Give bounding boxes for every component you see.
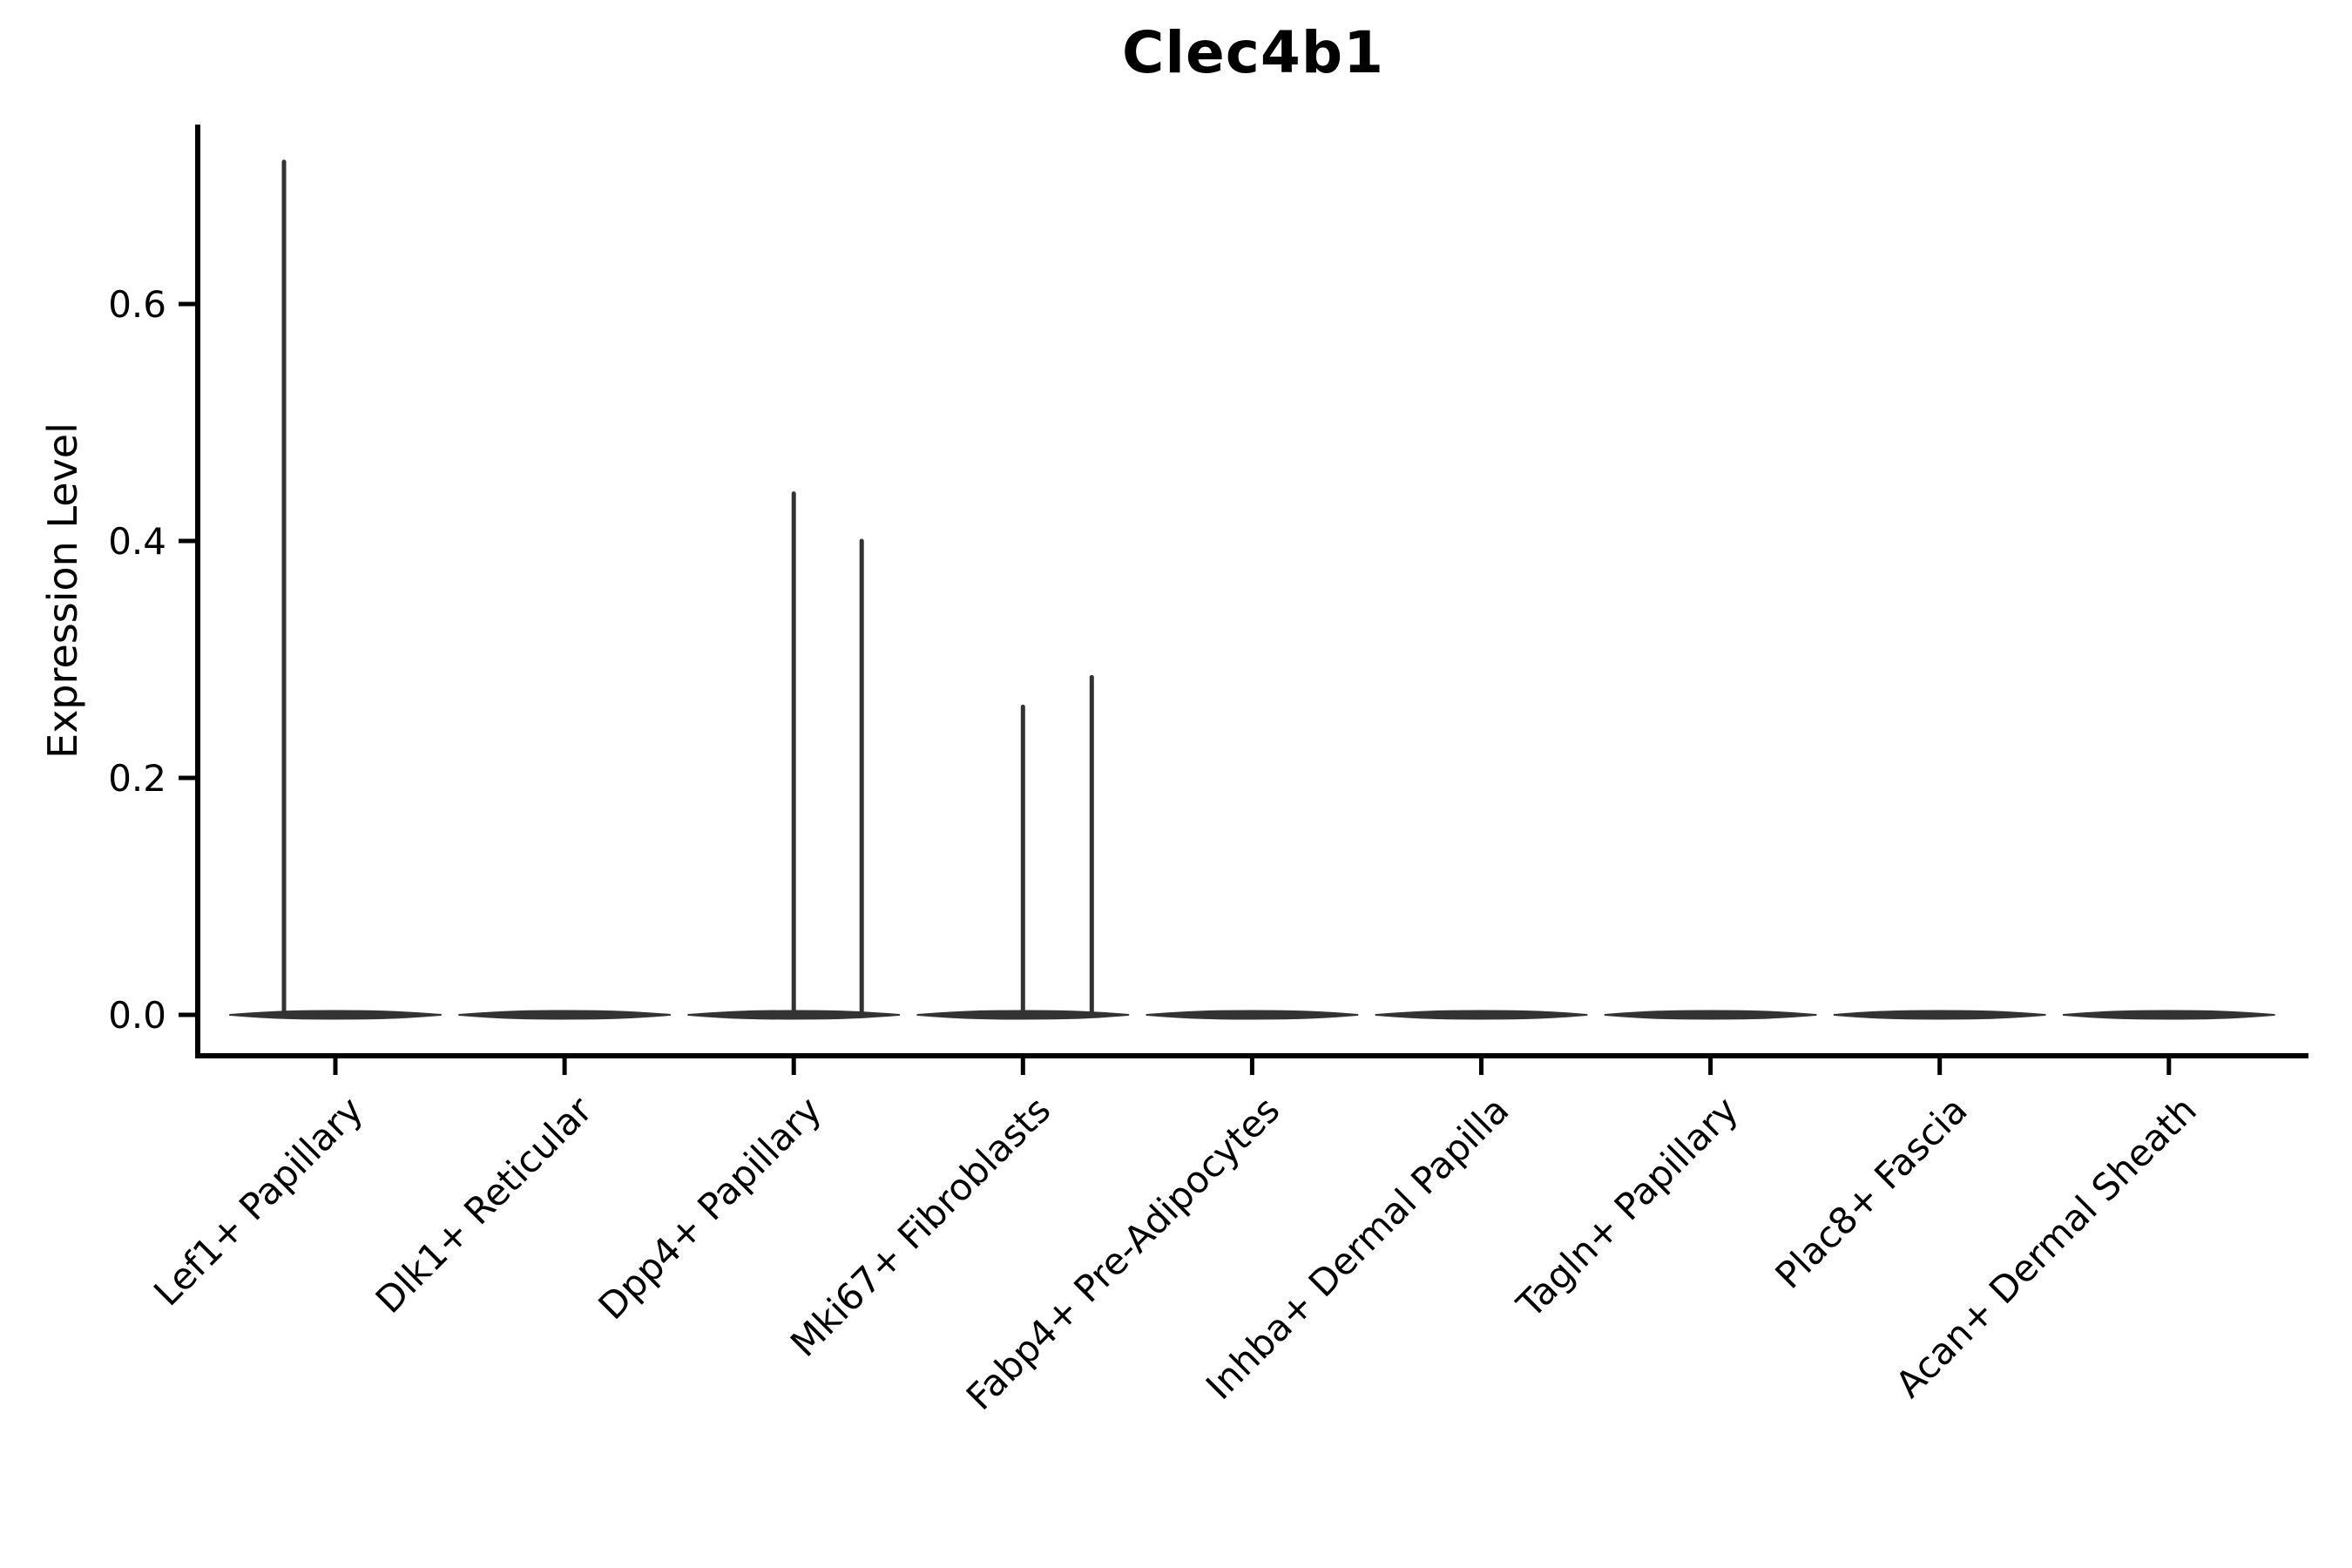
x-tick-label-group: Lef1+ Papillary — [145, 1088, 371, 1314]
y-tick-label: 0.6 — [108, 283, 166, 326]
violin-body — [1604, 1010, 1817, 1020]
y-tick-label: 0.0 — [108, 994, 166, 1037]
y-tick-label: 0.2 — [108, 757, 166, 800]
y-tick-label: 0.4 — [108, 520, 166, 563]
violin-body — [229, 1010, 442, 1020]
x-tick-label: Tagln+ Papillary — [1508, 1088, 1746, 1326]
violin-body — [1375, 1010, 1588, 1020]
x-tick-label-group: Dlk1+ Reticular — [368, 1088, 601, 1321]
x-tick-label-group: Tagln+ Papillary — [1508, 1088, 1746, 1326]
violin-body — [1833, 1010, 2046, 1020]
violin-body — [1146, 1010, 1359, 1020]
x-tick-label-group: Dpp4+ Papillary — [590, 1088, 829, 1328]
violin-body — [2062, 1010, 2275, 1020]
axis-spines — [195, 125, 2308, 1058]
x-tick-label: Lef1+ Papillary — [145, 1088, 371, 1314]
violin-body — [458, 1010, 672, 1020]
x-tick-label-group: Mki67+ Fibroblasts — [782, 1088, 1058, 1364]
x-tick-label: Dlk1+ Reticular — [368, 1088, 601, 1321]
x-tick-label: Dpp4+ Papillary — [590, 1088, 829, 1328]
chart-title: Clec4b1 — [1121, 19, 1385, 86]
x-tick-label: Mki67+ Fibroblasts — [782, 1088, 1058, 1364]
x-tick-label-group: Plac8+ Fascia — [1767, 1088, 1975, 1296]
x-tick-label: Plac8+ Fascia — [1767, 1088, 1975, 1296]
